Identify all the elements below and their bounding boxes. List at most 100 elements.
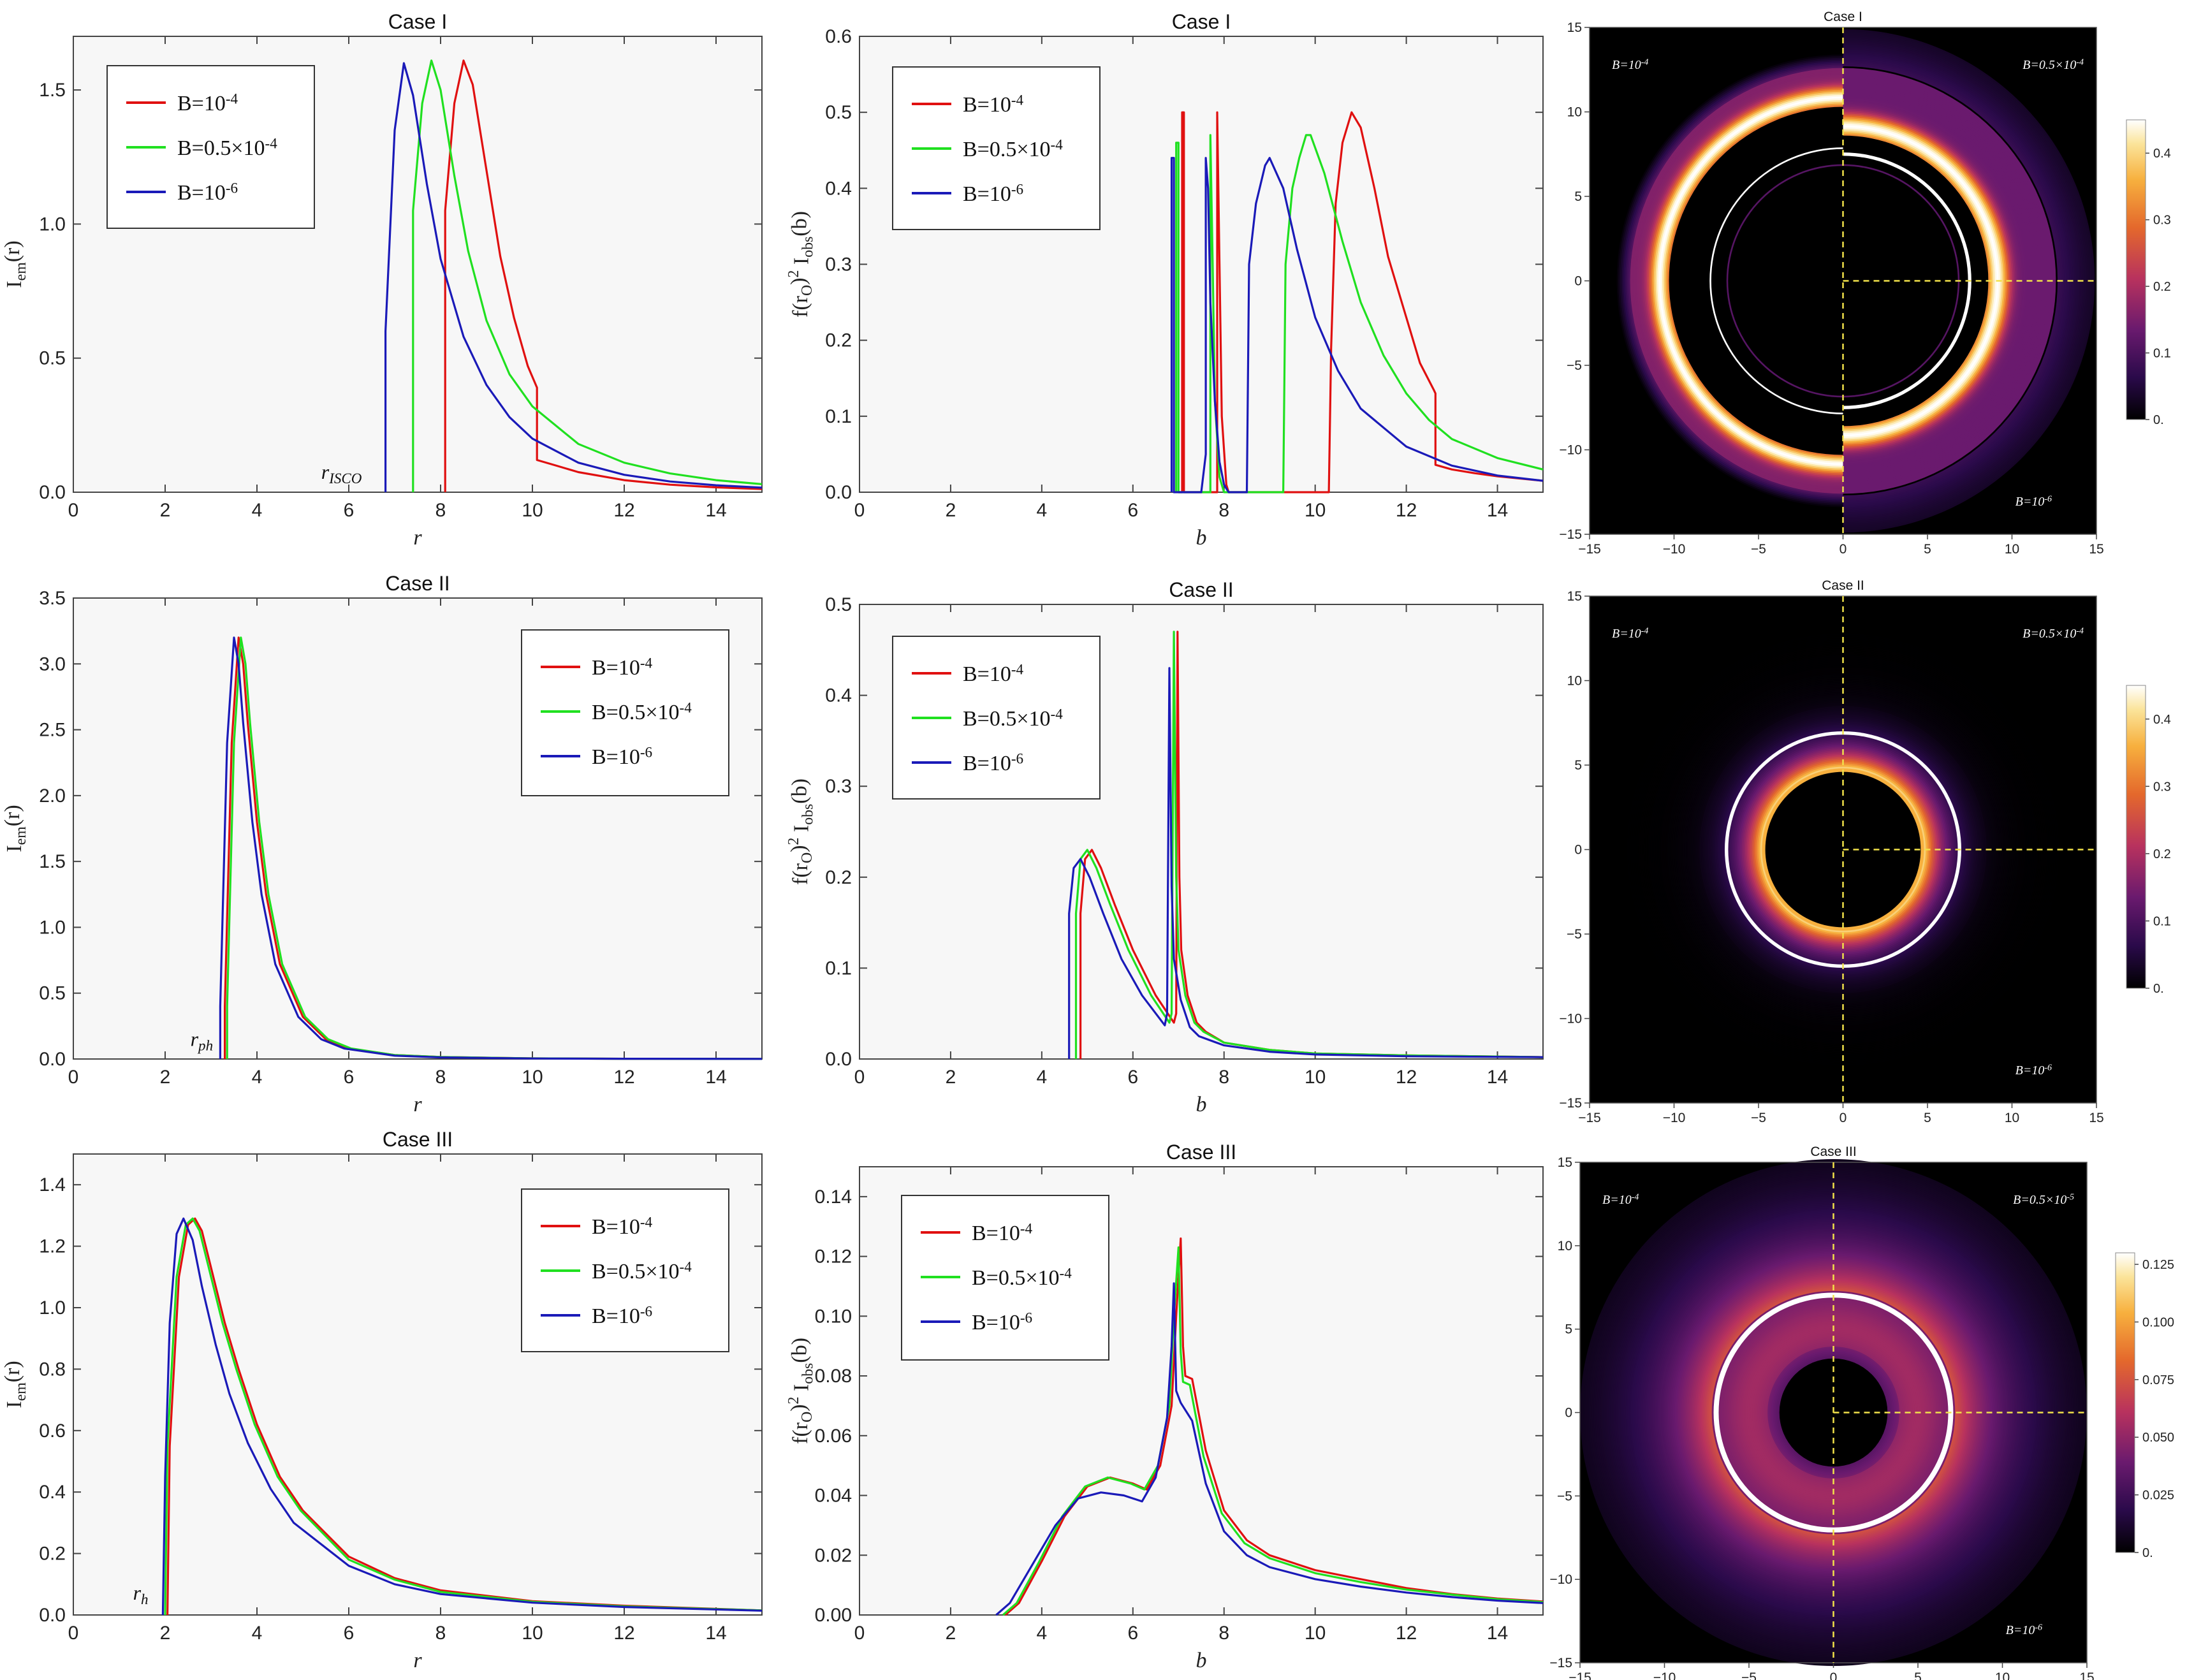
legend-entry: B=10-4 bbox=[592, 655, 653, 680]
y-tick-label: 5 bbox=[1574, 189, 1582, 204]
y-tick-label: 0.2 bbox=[825, 867, 852, 888]
corner-label-top-left: B=10-4 bbox=[1612, 627, 1648, 641]
y-tick-label: 1.0 bbox=[39, 1297, 66, 1318]
x-tick-label: 12 bbox=[613, 1623, 634, 1644]
series-line-2 bbox=[995, 1282, 1544, 1616]
x-axis-label: b bbox=[1196, 1649, 1207, 1672]
x-tick-label: 8 bbox=[1218, 500, 1229, 521]
image-title: Case I bbox=[1824, 10, 1862, 24]
y-tick-label: −5 bbox=[1557, 1489, 1572, 1503]
legend: B=10-4 B=0.5×10-4 B=10-6 bbox=[892, 66, 1101, 230]
y-tick-label: 5 bbox=[1574, 758, 1582, 773]
y-tick-label: −15 bbox=[1559, 1096, 1582, 1111]
y-tick-label: −15 bbox=[1549, 1656, 1572, 1670]
legend-entry: B=10-6 bbox=[177, 180, 238, 205]
x-tick-label: 6 bbox=[1127, 1623, 1138, 1644]
annotation-label: rph bbox=[191, 1027, 213, 1053]
y-tick-label: 0.08 bbox=[815, 1366, 852, 1387]
x-tick-label: 8 bbox=[1218, 1067, 1229, 1088]
legend: B=10-4 B=0.5×10-4 B=10-6 bbox=[892, 636, 1101, 800]
x-tick-label: 0 bbox=[854, 1067, 865, 1088]
line-chart-0: 0 2 4 6 8 10 12 14 0.0 0.5 1.0 1.5 Case I r Iem(r) rISC… bbox=[1, 10, 763, 550]
corner-label-bottom-right: B=10-6 bbox=[2006, 1623, 2042, 1637]
legend-entry: B=0.5×10-4 bbox=[972, 1266, 1072, 1290]
series-line-2 bbox=[161, 1217, 763, 1616]
y-axis-label: f(rO)2 Iobs(b) bbox=[786, 1338, 816, 1444]
series-line-2 bbox=[1170, 157, 1544, 493]
ring-left bbox=[1830, 1409, 1834, 1416]
ring-left bbox=[1841, 279, 1843, 283]
x-tick-label: 12 bbox=[613, 1067, 634, 1088]
legend-entry: B=0.5×10-4 bbox=[963, 137, 1063, 161]
x-tick-label: 10 bbox=[1305, 500, 1326, 521]
y-axis-label: f(rO)2 Iobs(b) bbox=[786, 778, 816, 885]
x-tick-label: 12 bbox=[1396, 1067, 1417, 1088]
x-tick-label: 0 bbox=[1840, 1111, 1847, 1125]
colorbar-tick-label: 0.075 bbox=[2142, 1373, 2174, 1387]
y-tick-label: 0.0 bbox=[39, 482, 66, 503]
colorbar-tick-label: 0.050 bbox=[2142, 1431, 2174, 1445]
legend-entry: B=0.5×10-4 bbox=[592, 1259, 692, 1283]
chart-title: Case I bbox=[1172, 10, 1231, 33]
y-tick-label: 0.0 bbox=[825, 482, 852, 503]
y-tick-label: 0.12 bbox=[815, 1246, 852, 1267]
y-tick-label: 0.14 bbox=[815, 1187, 852, 1208]
x-tick-label: 2 bbox=[160, 1623, 171, 1644]
annotation-label: rh bbox=[133, 1581, 149, 1607]
y-tick-label: 5 bbox=[1565, 1322, 1572, 1337]
x-tick-label: 4 bbox=[1037, 500, 1048, 521]
y-tick-label: 1.0 bbox=[39, 917, 66, 938]
x-tick-label: 6 bbox=[344, 1623, 355, 1644]
x-tick-label: −15 bbox=[1569, 1670, 1591, 1680]
y-tick-label: 1.2 bbox=[39, 1236, 66, 1257]
colorbar-tick-label: 0.100 bbox=[2142, 1315, 2174, 1329]
y-tick-label: 0 bbox=[1574, 274, 1582, 289]
series-line-1 bbox=[1074, 631, 1544, 1059]
y-axis-label: Iem(r) bbox=[1, 240, 29, 288]
corner-label-bottom-right: B=10-6 bbox=[2015, 495, 2052, 509]
legend-entry: B=10-6 bbox=[592, 1304, 652, 1328]
x-tick-label: 0 bbox=[68, 1067, 79, 1088]
x-tick-label: 8 bbox=[1218, 1623, 1229, 1644]
x-tick-label: 2 bbox=[160, 500, 171, 521]
y-tick-label: 0.0 bbox=[825, 1049, 852, 1070]
series-line-0 bbox=[166, 1217, 763, 1616]
y-tick-label: 1.0 bbox=[39, 214, 66, 235]
x-tick-label: 4 bbox=[1037, 1623, 1048, 1644]
y-tick-label: 0 bbox=[1565, 1406, 1572, 1421]
series-line-1 bbox=[164, 1217, 763, 1616]
y-tick-label: 1.5 bbox=[39, 80, 66, 101]
x-tick-label: 10 bbox=[522, 1067, 543, 1088]
y-tick-label: 0.8 bbox=[39, 1359, 66, 1380]
y-tick-label: 0.06 bbox=[815, 1426, 852, 1447]
x-tick-label: 15 bbox=[2079, 1670, 2094, 1680]
legend-entry: B=10-6 bbox=[972, 1310, 1032, 1334]
y-tick-label: 3.5 bbox=[39, 588, 66, 609]
x-tick-label: 4 bbox=[252, 1623, 263, 1644]
x-tick-label: 10 bbox=[2005, 542, 2019, 557]
y-tick-label: −10 bbox=[1559, 443, 1582, 458]
colorbar-tick-label: 0.2 bbox=[2153, 847, 2171, 861]
x-tick-label: 8 bbox=[435, 1623, 446, 1644]
colorbar-tick-label: 0. bbox=[2153, 413, 2164, 427]
image-plot-8: −15 −10 −5 0 5 10 15 −15 −10 −5 0 5 10 15 Case III B=10… bbox=[1549, 1144, 2174, 1680]
y-tick-label: 0.3 bbox=[825, 254, 852, 275]
x-tick-label: 8 bbox=[435, 1067, 446, 1088]
x-axis-label: b bbox=[1196, 1093, 1207, 1116]
colorbar-tick-label: 0.1 bbox=[2153, 347, 2171, 361]
x-tick-label: 8 bbox=[435, 500, 446, 521]
x-tick-label: 12 bbox=[1396, 500, 1417, 521]
legend-entry: B=0.5×10-4 bbox=[592, 700, 692, 724]
legend-entry: B=10-6 bbox=[963, 182, 1023, 206]
x-tick-label: 0 bbox=[1830, 1670, 1838, 1680]
x-tick-label: 6 bbox=[344, 1067, 355, 1088]
x-tick-label: 15 bbox=[2089, 1111, 2103, 1125]
colorbar-tick-label: 0.1 bbox=[2153, 914, 2171, 928]
y-tick-label: 0.02 bbox=[815, 1545, 852, 1566]
y-tick-label: 2.0 bbox=[39, 785, 66, 807]
corner-label-top-right: B=0.5×10-4 bbox=[2022, 627, 2084, 641]
x-tick-label: −15 bbox=[1578, 1111, 1601, 1125]
corner-label-bottom-right: B=10-6 bbox=[2015, 1063, 2052, 1077]
line-chart-4: 0 2 4 6 8 10 12 14 0.0 0.1 0.2 0.3 0.4 0.5 Case II b f(r… bbox=[786, 578, 1544, 1116]
y-tick-label: 10 bbox=[1558, 1239, 1572, 1253]
